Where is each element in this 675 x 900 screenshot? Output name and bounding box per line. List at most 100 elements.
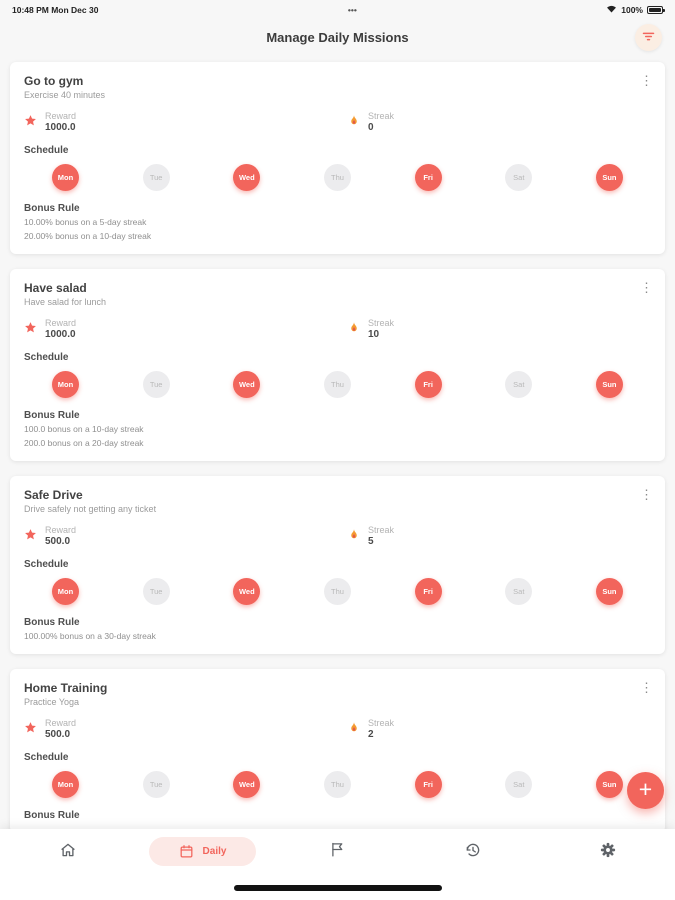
reward-label: Reward <box>45 111 77 121</box>
day-chip-mon[interactable]: Mon <box>52 371 79 398</box>
home-icon <box>59 841 77 862</box>
battery-percent: 100% <box>621 5 643 15</box>
day-chip-sun[interactable]: Sun <box>595 371 623 398</box>
streak-label: Streak <box>368 318 395 328</box>
day-chip-thu[interactable]: Thu <box>323 578 351 605</box>
mission-subtitle: Drive safely not getting any ticket <box>24 504 157 514</box>
schedule-label: Schedule <box>24 352 69 363</box>
day-chip-fri[interactable]: Fri <box>414 771 442 798</box>
day-chip-sat[interactable]: Sat <box>505 771 533 798</box>
streak-fire-icon <box>348 114 360 132</box>
day-chip-sun[interactable]: Sun <box>595 578 623 605</box>
mission-subtitle: Practice Yoga <box>24 697 80 707</box>
reward-star-icon <box>24 721 37 739</box>
day-chip-thu[interactable]: Thu <box>323 371 351 398</box>
nav-history-button[interactable] <box>405 829 540 873</box>
day-chip-sat[interactable]: Sat <box>505 164 533 191</box>
bonus-rule-line: 20.00% bonus on a 10-day streak <box>24 231 152 241</box>
day-chip-thu[interactable]: Thu <box>323 164 351 191</box>
bonus-rule-label: Bonus Rule <box>24 203 80 214</box>
flag-icon <box>329 841 346 861</box>
status-right: 100% <box>606 5 665 15</box>
status-time: 10:48 PM Mon Dec 30 <box>12 5 99 15</box>
more-options-icon[interactable]: ⋮ <box>640 73 653 88</box>
mission-stats: Reward 1000.0 Streak 10 <box>24 318 651 341</box>
nav-missions-flag-button[interactable] <box>270 829 405 873</box>
schedule-days: Mon Tue Wed Thu Fri Sat Sun <box>24 771 651 798</box>
day-chip-mon[interactable]: Mon <box>52 771 79 798</box>
day-chip-tue[interactable]: Tue <box>142 164 170 191</box>
day-chip-tue[interactable]: Tue <box>142 771 170 798</box>
reward-stat: Reward 1000.0 <box>24 318 348 341</box>
day-chip-tue[interactable]: Tue <box>142 578 170 605</box>
day-chip-fri[interactable]: Fri <box>414 164 442 191</box>
streak-label: Streak <box>368 718 395 728</box>
day-chip-sun[interactable]: Sun <box>595 771 623 798</box>
bonus-rule-line: 100.0 bonus on a 10-day streak <box>24 424 144 434</box>
nav-daily-tab[interactable]: Daily <box>135 829 270 873</box>
streak-stat: Streak 10 <box>348 318 394 341</box>
wifi-icon <box>606 5 617 15</box>
filter-icon <box>641 29 656 47</box>
app-header: Manage Daily Missions <box>0 20 675 54</box>
bonus-rule-line: 100.00% bonus on a 30-day streak <box>24 631 156 641</box>
reward-star-icon <box>24 321 37 339</box>
day-chip-sun[interactable]: Sun <box>595 164 623 191</box>
day-chip-wed[interactable]: Wed <box>233 371 261 398</box>
home-indicator[interactable] <box>233 885 442 891</box>
reward-stat: Reward 1000.0 <box>24 111 348 134</box>
mission-title: Have salad <box>24 281 87 295</box>
streak-fire-icon <box>348 721 360 739</box>
mission-list: ⋮ Go to gym Exercise 40 minutes Reward 1… <box>0 54 675 833</box>
day-chip-tue[interactable]: Tue <box>142 371 170 398</box>
schedule-days: Mon Tue Wed Thu Fri Sat Sun <box>24 578 651 605</box>
day-chip-fri[interactable]: Fri <box>414 578 442 605</box>
day-chip-sat[interactable]: Sat <box>505 578 533 605</box>
more-options-icon[interactable]: ⋮ <box>640 680 653 695</box>
day-chip-fri[interactable]: Fri <box>414 371 442 398</box>
nav-home-button[interactable] <box>0 829 135 873</box>
reward-label: Reward <box>45 718 77 728</box>
streak-label: Streak <box>368 525 395 535</box>
day-chip-sat[interactable]: Sat <box>505 371 533 398</box>
filter-button[interactable] <box>635 24 662 51</box>
reward-value: 500.0 <box>45 536 71 547</box>
mission-title: Safe Drive <box>24 488 83 502</box>
day-chip-mon[interactable]: Mon <box>52 164 79 191</box>
day-chip-thu[interactable]: Thu <box>323 771 351 798</box>
mission-card: ⋮ Home Training Practice Yoga Reward 500… <box>10 669 665 833</box>
add-mission-fab[interactable]: + <box>627 772 664 809</box>
mission-title: Home Training <box>24 681 108 695</box>
mission-stats: Reward 500.0 Streak 5 <box>24 525 651 548</box>
page-title: Manage Daily Missions <box>266 29 409 45</box>
schedule-days: Mon Tue Wed Thu Fri Sat Sun <box>24 371 651 398</box>
mission-card: ⋮ Have salad Have salad for lunch Reward… <box>10 269 665 461</box>
schedule-label: Schedule <box>24 145 69 156</box>
schedule-label: Schedule <box>24 559 69 570</box>
bonus-rule-line: 200.0 bonus on a 20-day streak <box>24 438 144 448</box>
streak-fire-icon <box>348 528 360 546</box>
mission-card: ⋮ Go to gym Exercise 40 minutes Reward 1… <box>10 62 665 254</box>
more-options-icon[interactable]: ⋮ <box>640 280 653 295</box>
bottom-nav-row: Daily <box>0 829 675 873</box>
day-chip-mon[interactable]: Mon <box>52 578 79 605</box>
bonus-rule-label: Bonus Rule <box>24 410 80 421</box>
bonus-rule-label: Bonus Rule <box>24 810 80 821</box>
mission-stats: Reward 1000.0 Streak 0 <box>24 111 651 134</box>
streak-value: 5 <box>368 536 374 547</box>
bonus-rule-line: 10.00% bonus on a 5-day streak <box>24 217 147 227</box>
schedule-label: Schedule <box>24 752 69 763</box>
day-chip-wed[interactable]: Wed <box>233 771 261 798</box>
day-chip-wed[interactable]: Wed <box>233 164 261 191</box>
gear-icon <box>599 841 617 862</box>
status-center-dots: ••• <box>347 5 357 15</box>
schedule-days: Mon Tue Wed Thu Fri Sat Sun <box>24 164 651 191</box>
more-options-icon[interactable]: ⋮ <box>640 487 653 502</box>
streak-value: 2 <box>368 729 374 740</box>
streak-fire-icon <box>348 321 360 339</box>
status-bar: 10:48 PM Mon Dec 30 ••• 100% <box>0 0 675 20</box>
nav-settings-button[interactable] <box>540 829 675 873</box>
day-chip-wed[interactable]: Wed <box>233 578 261 605</box>
streak-stat: Streak 2 <box>348 718 394 741</box>
